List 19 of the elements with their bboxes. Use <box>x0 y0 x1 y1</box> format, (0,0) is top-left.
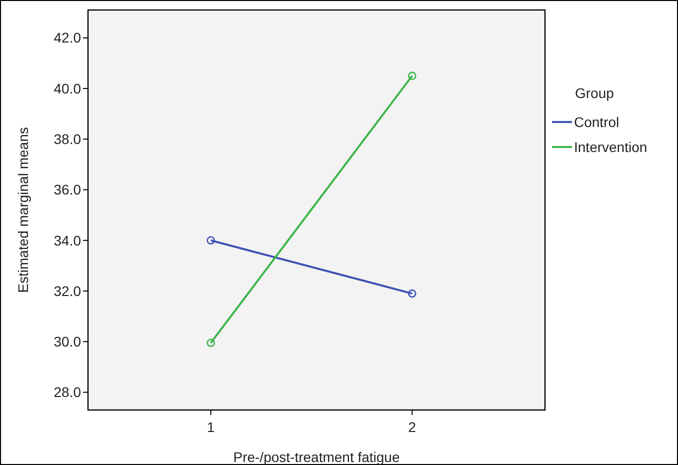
point <box>206 236 215 245</box>
y-tick-label: 30.0 <box>54 334 82 350</box>
x-tick-label: 1 <box>206 419 215 435</box>
y-tick-label: 42.0 <box>54 30 82 46</box>
y-tick-label: 38.0 <box>54 131 82 148</box>
point <box>408 289 416 298</box>
point <box>206 338 215 348</box>
y-tick-label: 32.0 <box>54 282 82 299</box>
legend-label: Control <box>574 114 620 130</box>
y-axis-title: Estimated marginal means <box>15 127 31 293</box>
x-tick-label: 2 <box>408 419 416 435</box>
x-axis-title: Pre-/post-treatment fatigue <box>233 449 400 465</box>
y-tick-label: 40.0 <box>54 80 82 96</box>
y-tick-label: 34.0 <box>54 232 82 248</box>
point <box>408 72 416 80</box>
legend-title: Group <box>575 85 614 101</box>
y-tick-label: 28.0 <box>54 384 82 400</box>
y-tick-label: 36.0 <box>54 182 82 198</box>
legend-label: Intervention <box>574 138 648 155</box>
